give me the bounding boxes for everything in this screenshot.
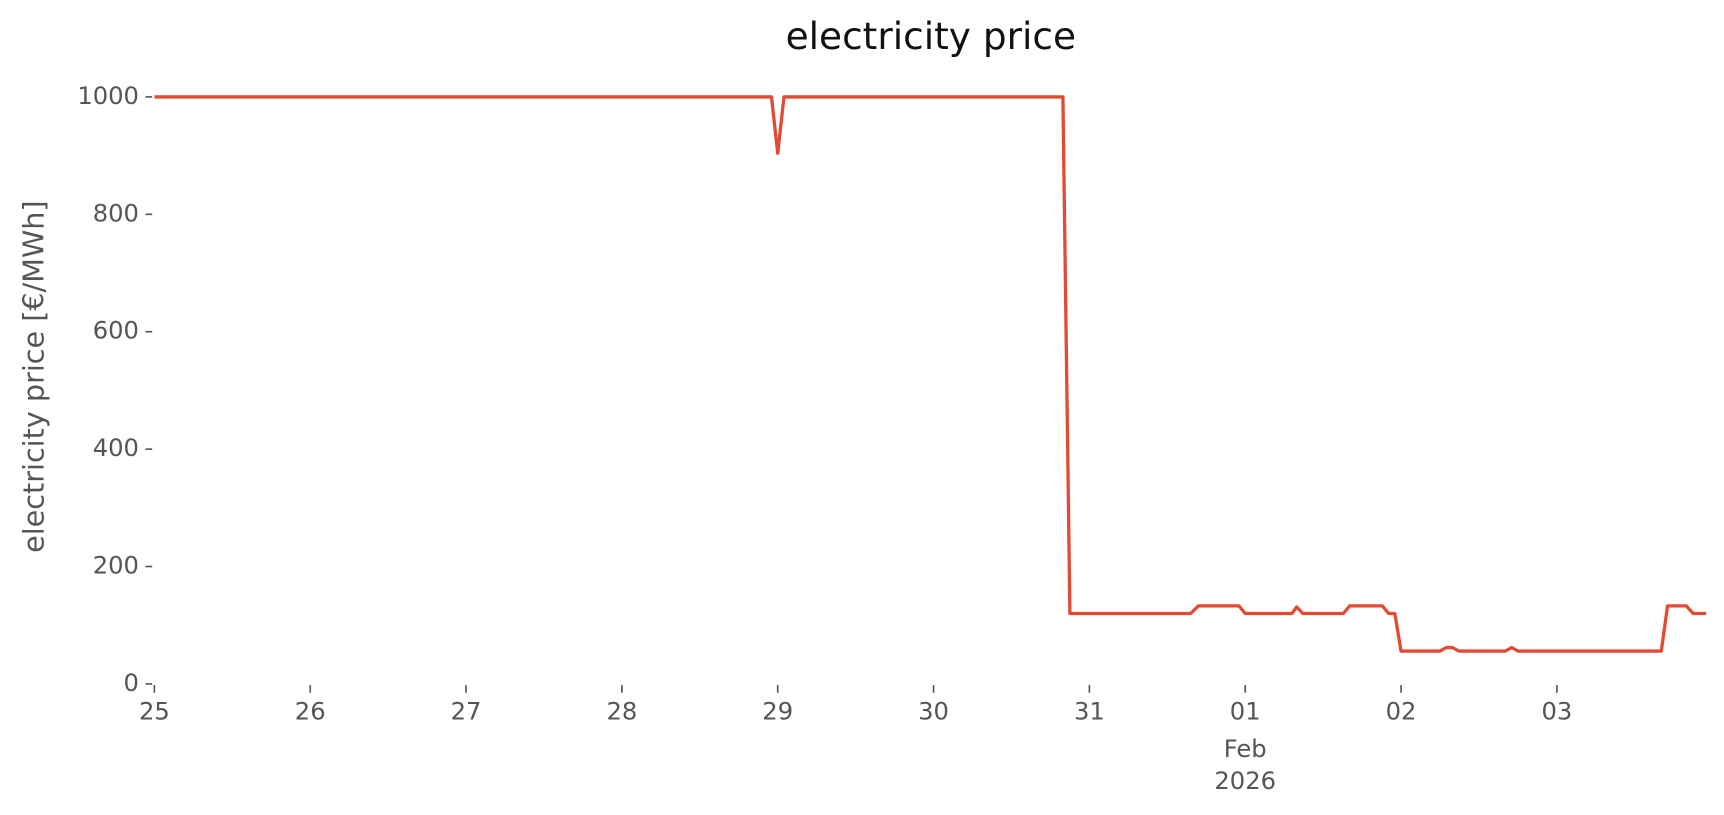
y-tick-label: 0 — [124, 669, 139, 697]
x-tick-label: 02 — [1386, 698, 1417, 726]
x-tick-label: 28 — [606, 698, 637, 726]
y-tick-label: 200 — [93, 552, 139, 580]
x-tick-label: 25 — [139, 698, 170, 726]
x-tick-label: 01 — [1230, 698, 1261, 726]
y-tick-label: 1000 — [77, 82, 139, 110]
y-axis-label: electricity price [€/MWh] — [16, 200, 50, 553]
y-tick-label: 600 — [93, 317, 139, 345]
line — [154, 95, 1707, 653]
x-month-label: Feb — [1224, 735, 1267, 763]
x-tick-label: 27 — [451, 698, 482, 726]
chart-title: electricity price — [786, 14, 1076, 58]
x-year-label: 2026 — [1214, 767, 1276, 795]
y-tick-label: 800 — [93, 199, 139, 227]
y-tick-label: 400 — [93, 434, 139, 462]
x-tick-label: 31 — [1074, 698, 1105, 726]
x-tick-label: 29 — [762, 698, 793, 726]
x-tick-label: 03 — [1541, 698, 1572, 726]
x-tick-label: 26 — [295, 698, 326, 726]
x-tick-label: 30 — [918, 698, 949, 726]
